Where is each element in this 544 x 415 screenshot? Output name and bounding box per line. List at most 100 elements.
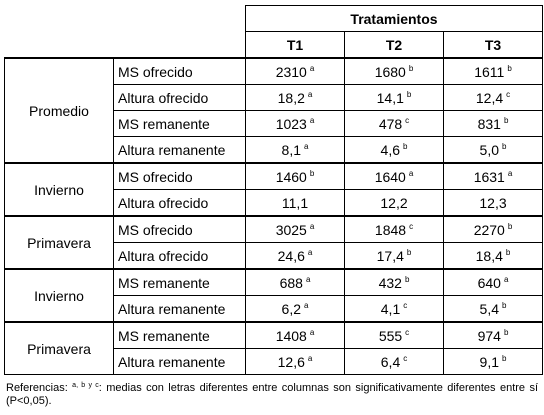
significance-letter: a bbox=[507, 168, 513, 178]
table-row: Altura ofrecido 24,6 a 17,4 b 18,4 b bbox=[5, 242, 543, 270]
footnote-prefix: Referencias: bbox=[6, 382, 73, 394]
table-header-row: Tratamientos bbox=[5, 5, 543, 32]
cell-value: 555 bbox=[378, 327, 403, 344]
footnote-references: Referencias: a, b y c: medias con letras… bbox=[6, 382, 538, 408]
cell-value: 18,2 bbox=[277, 89, 305, 106]
value-cell: 5,4 b bbox=[443, 295, 543, 323]
value-cell: 9,1 b bbox=[443, 348, 543, 375]
table-row: Promedio MS ofrecido 2310 a 1680 b 1611 b bbox=[4, 57, 543, 164]
significance-letter: b bbox=[503, 115, 509, 125]
cell-value: 9,1 bbox=[479, 353, 499, 370]
value-cell: 1408 a bbox=[245, 321, 345, 349]
variable-label: Altura ofrecido bbox=[113, 189, 246, 217]
significance-letter: a bbox=[305, 274, 311, 284]
value-cell: 4,1 c bbox=[344, 295, 444, 323]
value-cell: 18,2 a bbox=[245, 84, 345, 111]
cell-value: 24,6 bbox=[277, 247, 305, 264]
significance-letter: b bbox=[406, 89, 412, 99]
cell-value: 6,4 bbox=[380, 353, 401, 370]
significance-letter: c bbox=[403, 300, 408, 310]
table-row: Primavera MS remanente 1408 a 555 c 974 b bbox=[4, 321, 543, 375]
table-row: MS remanente 1023 a 478 c 831 b bbox=[5, 110, 543, 137]
value-cell: 6,4 c bbox=[344, 348, 444, 375]
cell-value: 3025 bbox=[275, 221, 307, 238]
significance-letter: c bbox=[405, 327, 410, 337]
season-label: Invierno bbox=[4, 162, 114, 217]
table-row: Altura ofrecido 18,2 a 14,1 b 12,4 c bbox=[5, 84, 543, 111]
table-row: Invierno MS ofrecido 1460 b 1640 a 1631 a bbox=[4, 162, 543, 217]
value-cell: 1611 b bbox=[443, 57, 543, 85]
value-cell: 555 c bbox=[344, 321, 444, 349]
significance-letter: a bbox=[304, 141, 309, 151]
column-header-t3: T3 bbox=[443, 31, 543, 59]
cell-value: 4,1 bbox=[380, 300, 401, 317]
cell-value: 12,3 bbox=[479, 194, 507, 211]
variable-label: MS ofrecido bbox=[113, 162, 246, 190]
value-cell: 1848 c bbox=[344, 215, 444, 243]
cell-value: 5,0 bbox=[479, 141, 499, 158]
value-cell: 3025 a bbox=[245, 215, 345, 243]
table-row: Altura remanente 8,1 a 4,6 b 5,0 b bbox=[5, 136, 543, 164]
variable-label: MS remanente bbox=[113, 321, 246, 349]
value-cell: 640 a bbox=[443, 268, 543, 296]
cell-value: 18,4 bbox=[475, 247, 503, 264]
cell-value: 2310 bbox=[275, 63, 307, 80]
cell-value: 8,1 bbox=[281, 141, 301, 158]
table-row: Altura remanente 12,6 a 6,4 c 9,1 b bbox=[5, 348, 543, 375]
table-row: Primavera MS ofrecido 3025 a 1848 c 2270 b bbox=[4, 215, 543, 270]
significance-letter: a bbox=[309, 327, 315, 337]
value-cell: 1680 b bbox=[344, 57, 444, 85]
value-cell: 478 c bbox=[344, 110, 444, 137]
value-cell: 6,2 a bbox=[245, 295, 345, 323]
cell-value: 1460 bbox=[275, 168, 307, 185]
column-header-t2: T2 bbox=[344, 31, 444, 59]
variable-label: Altura remanente bbox=[113, 348, 246, 375]
significance-letter: b bbox=[309, 168, 315, 178]
season-label: Invierno bbox=[4, 268, 114, 323]
cell-value: 1680 bbox=[374, 63, 406, 80]
value-cell: 24,6 a bbox=[245, 242, 345, 270]
footnote-superscript: a, b y c bbox=[72, 382, 99, 389]
value-cell: 1631 a bbox=[443, 162, 543, 190]
value-cell: 974 b bbox=[443, 321, 543, 349]
cell-value: 12,4 bbox=[475, 89, 504, 106]
significance-letter: a bbox=[304, 300, 309, 310]
value-cell: 4,6 b bbox=[344, 136, 444, 164]
cell-value: 640 bbox=[477, 274, 501, 291]
significance-letter: b bbox=[404, 274, 410, 284]
significance-letter: b bbox=[507, 221, 513, 231]
significance-letter: b bbox=[502, 300, 507, 310]
cell-value: 6,2 bbox=[281, 300, 301, 317]
table-row: Invierno MS remanente 688 a 432 b 640 a bbox=[4, 268, 543, 323]
significance-letter: b bbox=[403, 141, 408, 151]
season-label: Primavera bbox=[4, 321, 114, 375]
cell-value: 12,2 bbox=[380, 194, 408, 211]
significance-letter: c bbox=[409, 221, 414, 231]
value-cell: 5,0 b bbox=[443, 136, 543, 164]
value-cell: 14,1 b bbox=[344, 84, 444, 111]
blank-corner-lower bbox=[5, 32, 246, 59]
value-cell: 831 b bbox=[443, 110, 543, 137]
variable-label: MS remanente bbox=[113, 268, 246, 296]
variable-label: MS remanente bbox=[113, 110, 246, 137]
value-cell: 12,6 a bbox=[245, 348, 345, 375]
table-subheader-row: T1 T2 T3 bbox=[5, 31, 543, 59]
value-cell: 18,4 b bbox=[443, 242, 543, 270]
significance-letter: b bbox=[502, 353, 507, 363]
value-cell: 1023 a bbox=[245, 110, 345, 137]
cell-value: 688 bbox=[279, 274, 303, 291]
significance-letter: b bbox=[502, 141, 507, 151]
treatments-header: Tratamientos bbox=[245, 5, 543, 32]
cell-value: 4,6 bbox=[380, 141, 400, 158]
variable-label: Altura remanente bbox=[113, 136, 246, 164]
value-cell: 8,1 a bbox=[245, 136, 345, 164]
significance-letter: c bbox=[506, 89, 511, 99]
cell-value: 1640 bbox=[374, 168, 406, 185]
footnote-text: : medias con letras diferentes entre col… bbox=[6, 382, 538, 407]
cell-value: 1023 bbox=[275, 115, 307, 132]
value-cell: 12,2 bbox=[344, 189, 444, 217]
value-cell: 432 b bbox=[344, 268, 444, 296]
cell-value: 1408 bbox=[275, 327, 307, 344]
cell-value: 17,4 bbox=[376, 247, 404, 264]
significance-letter: a bbox=[309, 63, 315, 73]
